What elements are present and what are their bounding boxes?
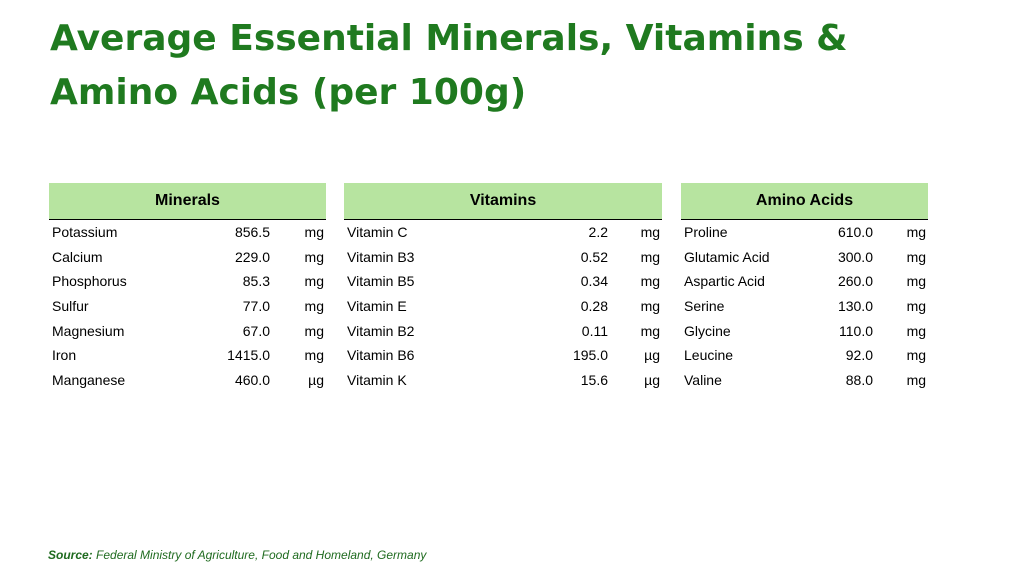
page-title: Average Essential Minerals, Vitamins & A… [50,18,848,113]
row-unit: mg [906,224,927,241]
row-name: Vitamin E [347,298,407,315]
row-value: 88.0 [845,371,873,388]
row-value: 229.0 [234,248,270,265]
amino-acids-table: Amino Acids Proline 610.0 mg Glutamic Acid… [681,183,929,393]
table-header-row: Amino Acids [681,183,929,220]
table-row: Aspartic Acid 260.0 mg [681,269,928,294]
row-value: 85.3 [242,273,270,290]
row-unit: mg [906,298,927,315]
row-name: Magnesium [52,322,125,339]
row-unit: µg [644,371,661,388]
row-unit: mg [304,322,324,339]
row-name: Phosphorus [52,273,127,290]
row-unit: mg [304,347,324,364]
row-value: 110.0 [839,322,873,339]
table-row: Sulfur 77.0 mg [49,294,326,319]
row-value: 2.2 [588,224,608,241]
source-text: Federal Ministry of Agriculture, Food an… [96,548,427,562]
row-value: 856.5 [234,224,270,241]
row-unit: mg [304,298,324,315]
table-row: Phosphorus 85.3 mg [49,269,326,294]
row-name: Vitamin B6 [347,347,415,364]
table-row: Magnesium 67.0 mg [49,318,326,343]
row-unit: µg [644,347,661,364]
row-unit: µg [308,371,324,388]
row-unit: mg [640,273,661,290]
row-name: Vitamin K [347,371,407,388]
row-name: Potassium [52,224,118,241]
row-value: 610.0 [837,224,873,241]
row-name: Proline [684,224,728,241]
row-value: 15.6 [580,371,608,388]
table-row: Proline 610.0 mg [681,220,928,245]
table-row: Serine 130.0 mg [681,294,928,319]
source-label: Source: [48,548,93,562]
vitamins-header: Vitamins [344,183,663,220]
table-row: Potassium 856.5 mg [49,220,326,245]
minerals-table: Minerals Potassium 856.5 mg Calcium 229.0 mg… [49,183,326,392]
table-row: Vitamin B2 0.11 mg [344,318,662,343]
row-value: 0.11 [581,322,608,339]
row-value: 0.34 [580,273,608,290]
row-value: 130.0 [837,298,873,315]
row-value: 67.0 [242,322,270,339]
row-value: 460.0 [234,371,270,388]
row-unit: mg [304,224,324,241]
row-unit: mg [906,273,927,290]
row-value: 0.28 [580,298,608,315]
table-row: Glutamic Acid 300.0 mg [681,245,928,270]
table-row: Vitamin B3 0.52 mg [344,245,662,270]
table-row: Vitamin B6 195.0 µg [344,343,662,368]
table-row: Manganese 460.0 µg [49,368,326,393]
row-name: Valine [684,371,722,388]
row-name: Vitamin B3 [347,248,415,265]
row-unit: mg [906,347,927,364]
row-name: Glutamic Acid [684,248,770,265]
row-name: Sulfur [52,298,89,315]
row-unit: mg [906,248,927,265]
row-name: Vitamin C [347,224,408,241]
row-unit: mg [640,224,661,241]
table-row: Valine 88.0 mg [681,368,928,393]
row-name: Iron [52,347,77,364]
row-name: Serine [684,298,725,315]
row-name: Calcium [52,248,103,265]
row-value: 92.0 [845,347,873,364]
table-header-row: Vitamins [344,183,663,220]
row-value: 300.0 [837,248,873,265]
table-row: Glycine 110.0 mg [681,318,928,343]
row-name: Aspartic Acid [684,273,765,290]
row-name: Leucine [684,347,734,364]
amino-acids-header: Amino Acids [681,183,929,220]
row-value: 0.52 [580,248,608,265]
row-unit: mg [304,248,324,265]
row-unit: mg [304,273,324,290]
row-unit: mg [640,298,661,315]
vitamins-table: Vitamins Vitamin C 2.2 mg Vitamin B3 0.52 mg… [344,183,663,393]
table-row: Iron 1415.0 mg [49,343,326,368]
table-row: Calcium 229.0 mg [49,245,326,270]
row-unit: mg [906,322,927,339]
table-row: Leucine 92.0 mg [681,343,928,368]
row-name: Vitamin B2 [347,322,415,339]
table-row: Vitamin C 2.2 mg [344,220,662,245]
source-note: Source: Federal Ministry of Agriculture,… [48,548,426,562]
table-row: Vitamin E 0.28 mg [344,294,662,319]
row-unit: mg [640,322,661,339]
table-row: Vitamin K 15.6 µg [344,368,662,393]
row-unit: mg [906,371,927,388]
table-header-row: Minerals [49,183,326,220]
row-value: 195.0 [572,347,608,364]
row-name: Vitamin B5 [347,273,415,290]
row-name: Manganese [52,371,126,388]
row-value: 260.0 [837,273,873,290]
row-name: Glycine [684,322,731,339]
minerals-header: Minerals [49,183,326,220]
row-value: 1415.0 [227,347,270,364]
row-value: 77.0 [242,298,270,315]
row-unit: mg [640,248,661,265]
table-row: Vitamin B5 0.34 mg [344,269,662,294]
